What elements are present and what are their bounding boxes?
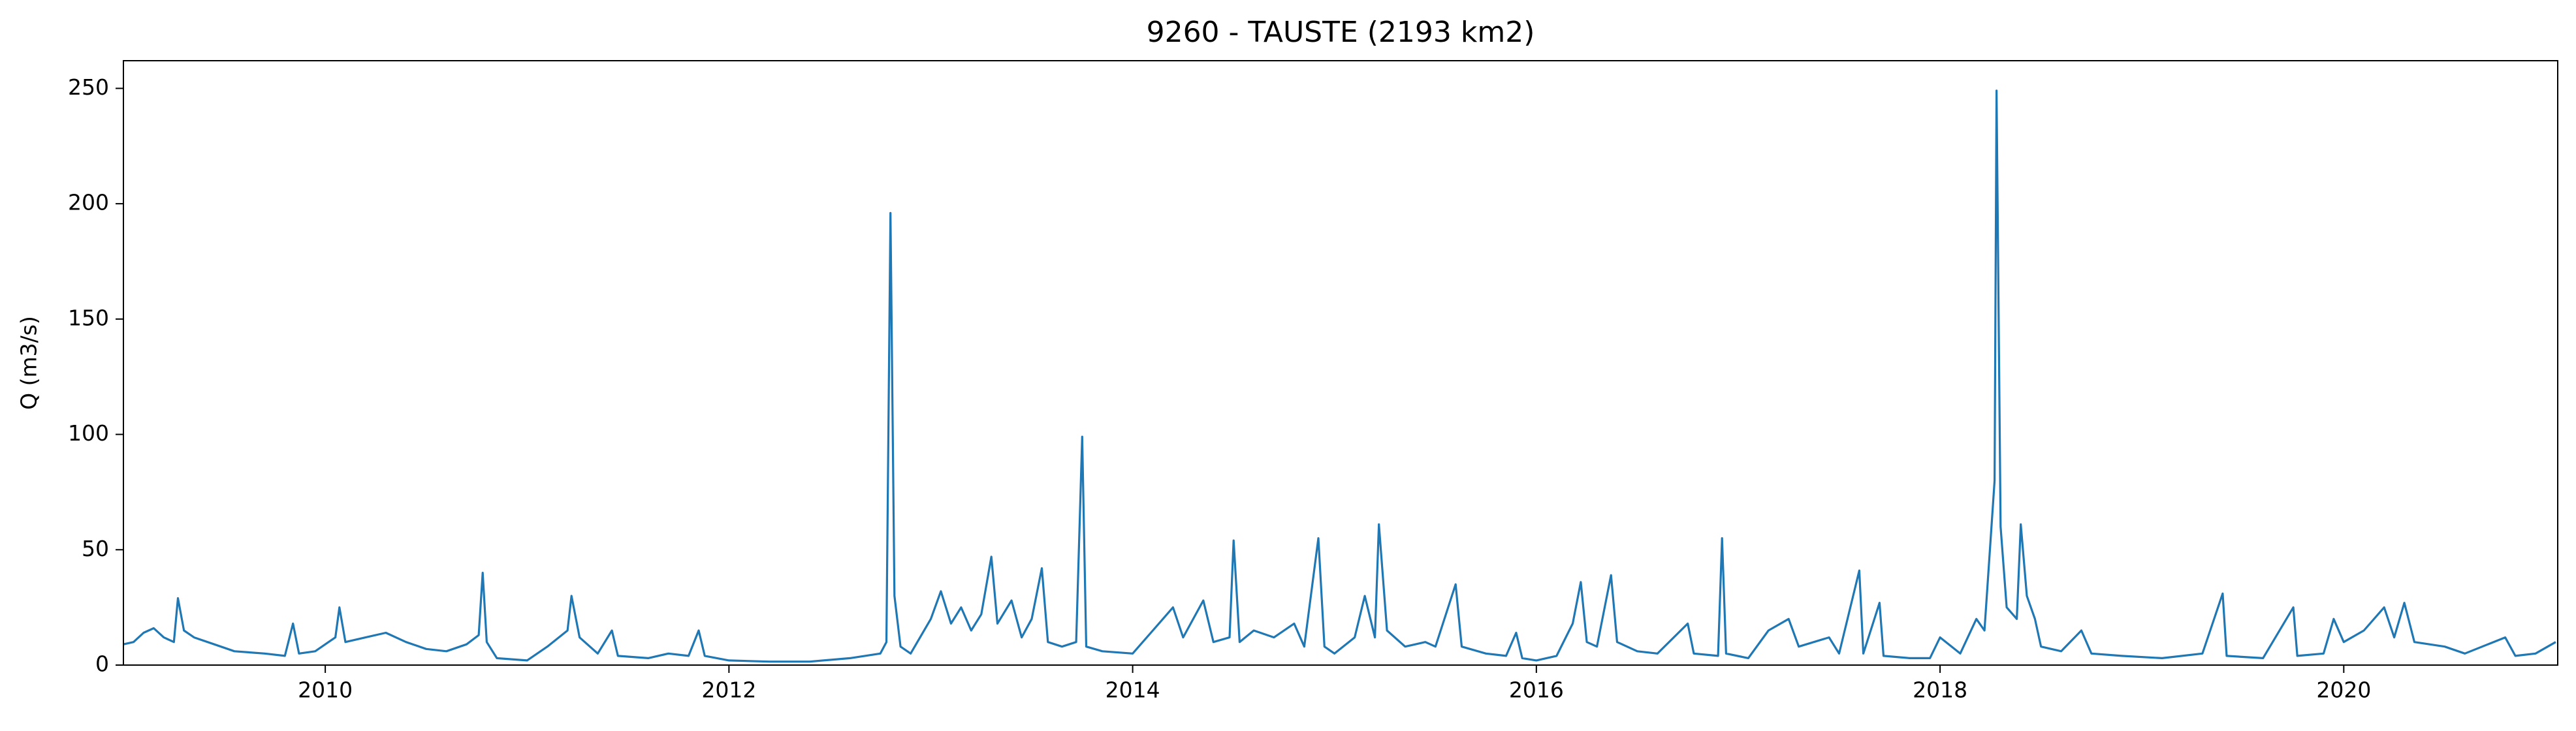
x-tick-label: 2020 xyxy=(2316,677,2371,703)
y-tick-label: 200 xyxy=(68,190,109,215)
y-tick-label: 250 xyxy=(68,74,109,100)
x-tick-label: 2016 xyxy=(1509,677,1564,703)
y-axis-label: Q (m3/s) xyxy=(16,316,42,410)
data-line xyxy=(123,89,2556,663)
y-tick-label: 0 xyxy=(95,651,109,677)
y-tick-label: 100 xyxy=(68,420,109,446)
x-tick-label: 2010 xyxy=(298,677,353,703)
x-tick-label: 2018 xyxy=(1913,677,1967,703)
x-tick-label: 2014 xyxy=(1105,677,1160,703)
y-tick-label: 150 xyxy=(68,305,109,330)
plot-frame xyxy=(123,60,2558,666)
x-tick-label: 2012 xyxy=(701,677,756,703)
y-tick-label: 50 xyxy=(82,536,109,561)
chart-title: 9260 - TAUSTE (2193 km2) xyxy=(1147,16,1535,49)
